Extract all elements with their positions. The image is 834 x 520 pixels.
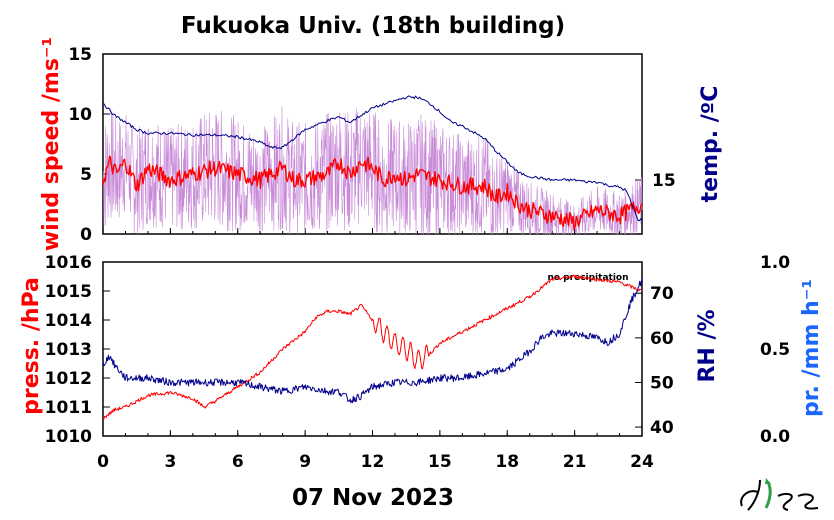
bottom-left-tick-label: 1016: [45, 253, 92, 273]
x-tick-label: 21: [563, 452, 587, 472]
x-tick-label: 24: [630, 452, 654, 472]
top-left-tick-label: 15: [68, 45, 92, 65]
humidity-series: [102, 278, 643, 404]
pressure-series: [102, 274, 643, 420]
x-tick-label: 15: [428, 452, 452, 472]
rh-tick-label: 50: [650, 373, 674, 393]
bottom-left-tick-label: 1013: [45, 340, 92, 360]
rh-tick-label: 60: [650, 329, 674, 349]
bottom-left-tick-label: 1014: [45, 311, 92, 331]
bottom-left-tick-label: 1012: [45, 369, 92, 389]
top-left-axis-title: wind speed /ms⁻¹: [39, 37, 64, 251]
series-layer: [102, 95, 643, 420]
date-label: 07 Nov 2023: [292, 485, 454, 511]
x-tick-label: 3: [164, 452, 176, 472]
top-left-tick-label: 10: [68, 105, 92, 125]
bottom-left-tick-label: 1010: [45, 427, 92, 447]
x-tick-label: 0: [97, 452, 109, 472]
wind-speed-series: [102, 155, 643, 230]
top-left-tick-label: 5: [80, 165, 92, 185]
bottom-left-tick-label: 1011: [45, 398, 92, 418]
precip-tick-label: 0.0: [760, 427, 790, 447]
bottom-right-axis-title: pr. /mm h⁻¹: [799, 279, 824, 417]
bottom-left-axis-title: press. /hPa: [19, 277, 44, 415]
x-tick-label: 12: [361, 452, 385, 472]
chart-title: Fukuoka Univ. (18th building): [181, 13, 565, 39]
rh-tick-label: 40: [650, 418, 674, 438]
bottom-left-tick-label: 1015: [45, 282, 92, 302]
bottom-panel-frame: [102, 261, 643, 437]
temperature-series: [102, 95, 643, 222]
ces-logo: [740, 478, 819, 511]
top-right-axis-title: temp. /ºC: [698, 86, 723, 203]
bottom-mid-axis-title: RH /%: [695, 309, 720, 382]
precip-tick-label: 1.0: [760, 253, 790, 273]
x-tick-label: 9: [299, 452, 311, 472]
x-tick-label: 18: [495, 452, 519, 472]
precip-tick-label: 0.5: [760, 340, 790, 360]
x-tick-label: 6: [232, 452, 244, 472]
top-right-tick-label: 15: [652, 171, 676, 191]
rh-tick-label: 70: [650, 284, 674, 304]
top-left-tick-label: 0: [80, 225, 92, 245]
axis-ticks: 0 3 6 9 12 15 18 21 2405101515101010111012101310…: [45, 45, 791, 472]
